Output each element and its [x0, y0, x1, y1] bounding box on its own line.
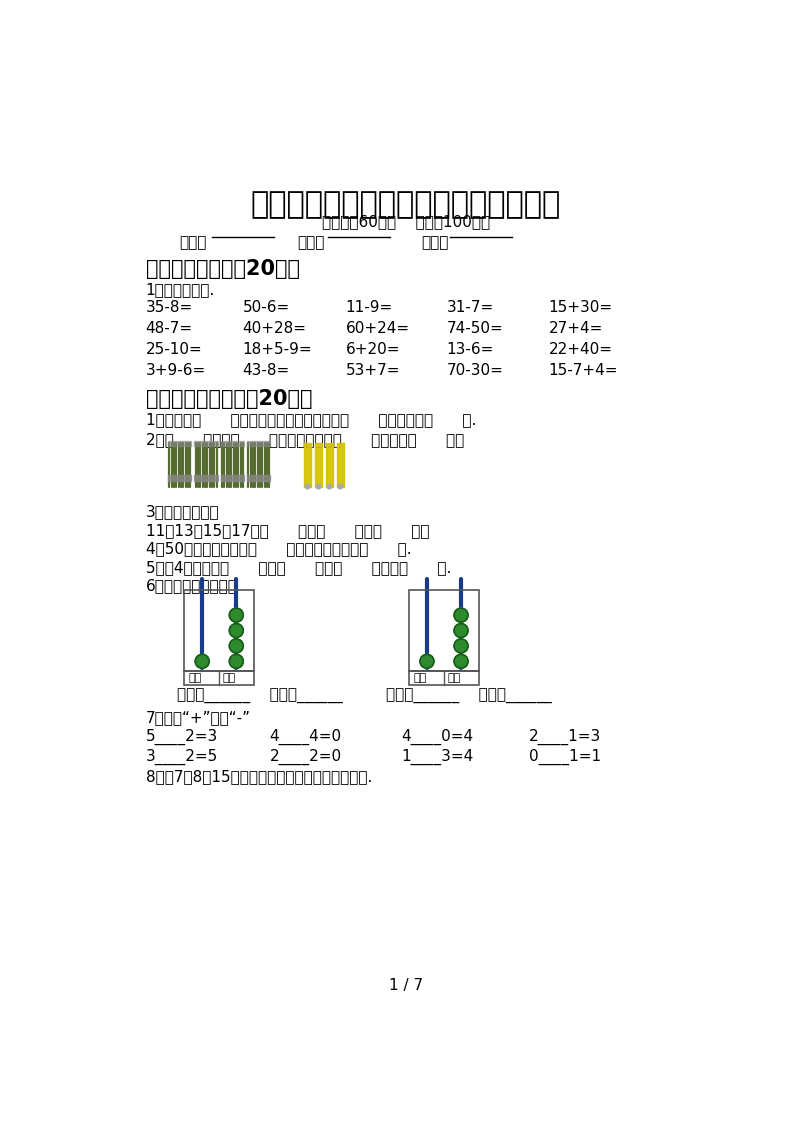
Text: 小学一年级数学下册期末试卷（最新）: 小学一年级数学下册期末试卷（最新） [251, 190, 561, 219]
Circle shape [454, 654, 468, 669]
Text: 74-50=: 74-50= [446, 321, 503, 335]
Text: 15+30=: 15+30= [549, 301, 613, 315]
Text: 2、（      ）个十（      ）个一合起来是（      ），读作（      ）。: 2、（ ）个十（ ）个一合起来是（ ），读作（ ）。 [146, 432, 464, 447]
Text: 个位: 个位 [222, 673, 236, 683]
Text: 60+24=: 60+24= [346, 321, 410, 335]
Bar [220, 475, 244, 481]
Bar [315, 443, 322, 487]
Circle shape [454, 608, 468, 622]
Text: 27+4=: 27+4= [549, 321, 603, 335]
Bar [247, 441, 270, 445]
Bar [220, 441, 244, 445]
Circle shape [229, 608, 243, 622]
Text: 43-8=: 43-8= [243, 362, 289, 378]
Text: 15-7+4=: 15-7+4= [549, 362, 618, 378]
Text: 分数：: 分数： [421, 234, 448, 250]
Text: 50-6=: 50-6= [243, 301, 289, 315]
Bar [304, 443, 311, 487]
Text: 31-7=: 31-7= [446, 301, 493, 315]
Circle shape [420, 654, 434, 669]
Text: 5____2=3: 5____2=3 [146, 729, 218, 745]
Text: 4____0=4: 4____0=4 [401, 729, 473, 745]
Text: 40+28=: 40+28= [243, 321, 307, 335]
Text: 48-7=: 48-7= [146, 321, 193, 335]
Text: 十位: 十位 [413, 673, 427, 683]
Text: 70-30=: 70-30= [446, 362, 504, 378]
Text: 写作：______    读作：______: 写作：______ 读作：______ [177, 689, 343, 705]
Circle shape [229, 640, 243, 653]
Bar [185, 671, 254, 686]
Text: 二、填空题。（共（20分）: 二、填空题。（共（20分） [146, 388, 312, 408]
Text: 2____2=0: 2____2=0 [270, 748, 342, 764]
Text: 35-8=: 35-8= [146, 301, 193, 315]
Text: 18+5-9=: 18+5-9= [243, 342, 312, 357]
Text: 一、计算小能手（20分）: 一、计算小能手（20分） [146, 259, 300, 279]
Bar [409, 671, 479, 686]
Text: 7、填上“+”或者“-”: 7、填上“+”或者“-” [146, 710, 251, 726]
Text: 13-6=: 13-6= [446, 342, 494, 357]
Bar [337, 443, 343, 487]
Bar [247, 475, 270, 481]
Text: 8、用7、8、15写出一道加法算式和一道减法算式.: 8、用7、8、15写出一道加法算式和一道减法算式. [146, 769, 372, 784]
Text: 3+9-6=: 3+9-6= [146, 362, 206, 378]
Text: 2____1=3: 2____1=3 [529, 729, 602, 745]
Text: 1、一共有（      ）个人在排队买票，排在第（      ），排在第（      ）.: 1、一共有（ ）个人在排队买票，排在第（ ），排在第（ ）. [146, 412, 476, 426]
Text: 写作：______    读作：______: 写作：______ 读作：______ [386, 689, 552, 705]
Circle shape [454, 624, 468, 637]
Text: （时间：60分钟    分数：100分）: （时间：60分钟 分数：100分） [322, 214, 490, 229]
Text: 6、写一写，读一读。: 6、写一写，读一读。 [146, 578, 237, 594]
Bar [326, 443, 333, 487]
Circle shape [229, 654, 243, 669]
Circle shape [229, 624, 243, 637]
Bar [185, 590, 254, 671]
Text: 个位: 个位 [447, 673, 461, 683]
Text: 5、比4小的数有（      ），（      ），（      ）还有（      ）.: 5、比4小的数有（ ），（ ），（ ）还有（ ）. [146, 560, 451, 574]
Circle shape [327, 485, 331, 489]
Text: 22+40=: 22+40= [549, 342, 613, 357]
Circle shape [338, 485, 343, 489]
Text: 11-9=: 11-9= [346, 301, 393, 315]
Text: 1 / 7: 1 / 7 [389, 977, 423, 993]
Text: 3____2=5: 3____2=5 [146, 748, 218, 764]
Circle shape [316, 485, 321, 489]
Bar [168, 475, 191, 481]
Text: 0____1=1: 0____1=1 [529, 748, 601, 764]
Text: 53+7=: 53+7= [346, 362, 400, 378]
Text: 25-10=: 25-10= [146, 342, 202, 357]
Text: 班级：: 班级： [179, 234, 206, 250]
Bar [168, 441, 191, 445]
Text: 4____4=0: 4____4=0 [270, 729, 342, 745]
Circle shape [454, 640, 468, 653]
Text: 3、找规律填数。: 3、找规律填数。 [146, 504, 219, 519]
Text: 4、50前面的一个数是（      ），后面一个数是（      ）.: 4、50前面的一个数是（ ），后面一个数是（ ）. [146, 541, 412, 557]
Text: 1____3=4: 1____3=4 [401, 748, 473, 764]
Circle shape [305, 485, 310, 489]
Text: 1、直接写得数.: 1、直接写得数. [146, 283, 215, 297]
Text: 十位: 十位 [188, 673, 201, 683]
Bar [194, 441, 218, 445]
Text: 11，13，15，17，（      ），（      ），（      ）。: 11，13，15，17，（ ），（ ），（ ）。 [146, 523, 429, 537]
Circle shape [195, 654, 209, 669]
Bar [194, 475, 218, 481]
Bar [409, 590, 479, 671]
Text: 姓名：: 姓名： [297, 234, 324, 250]
Text: 6+20=: 6+20= [346, 342, 400, 357]
